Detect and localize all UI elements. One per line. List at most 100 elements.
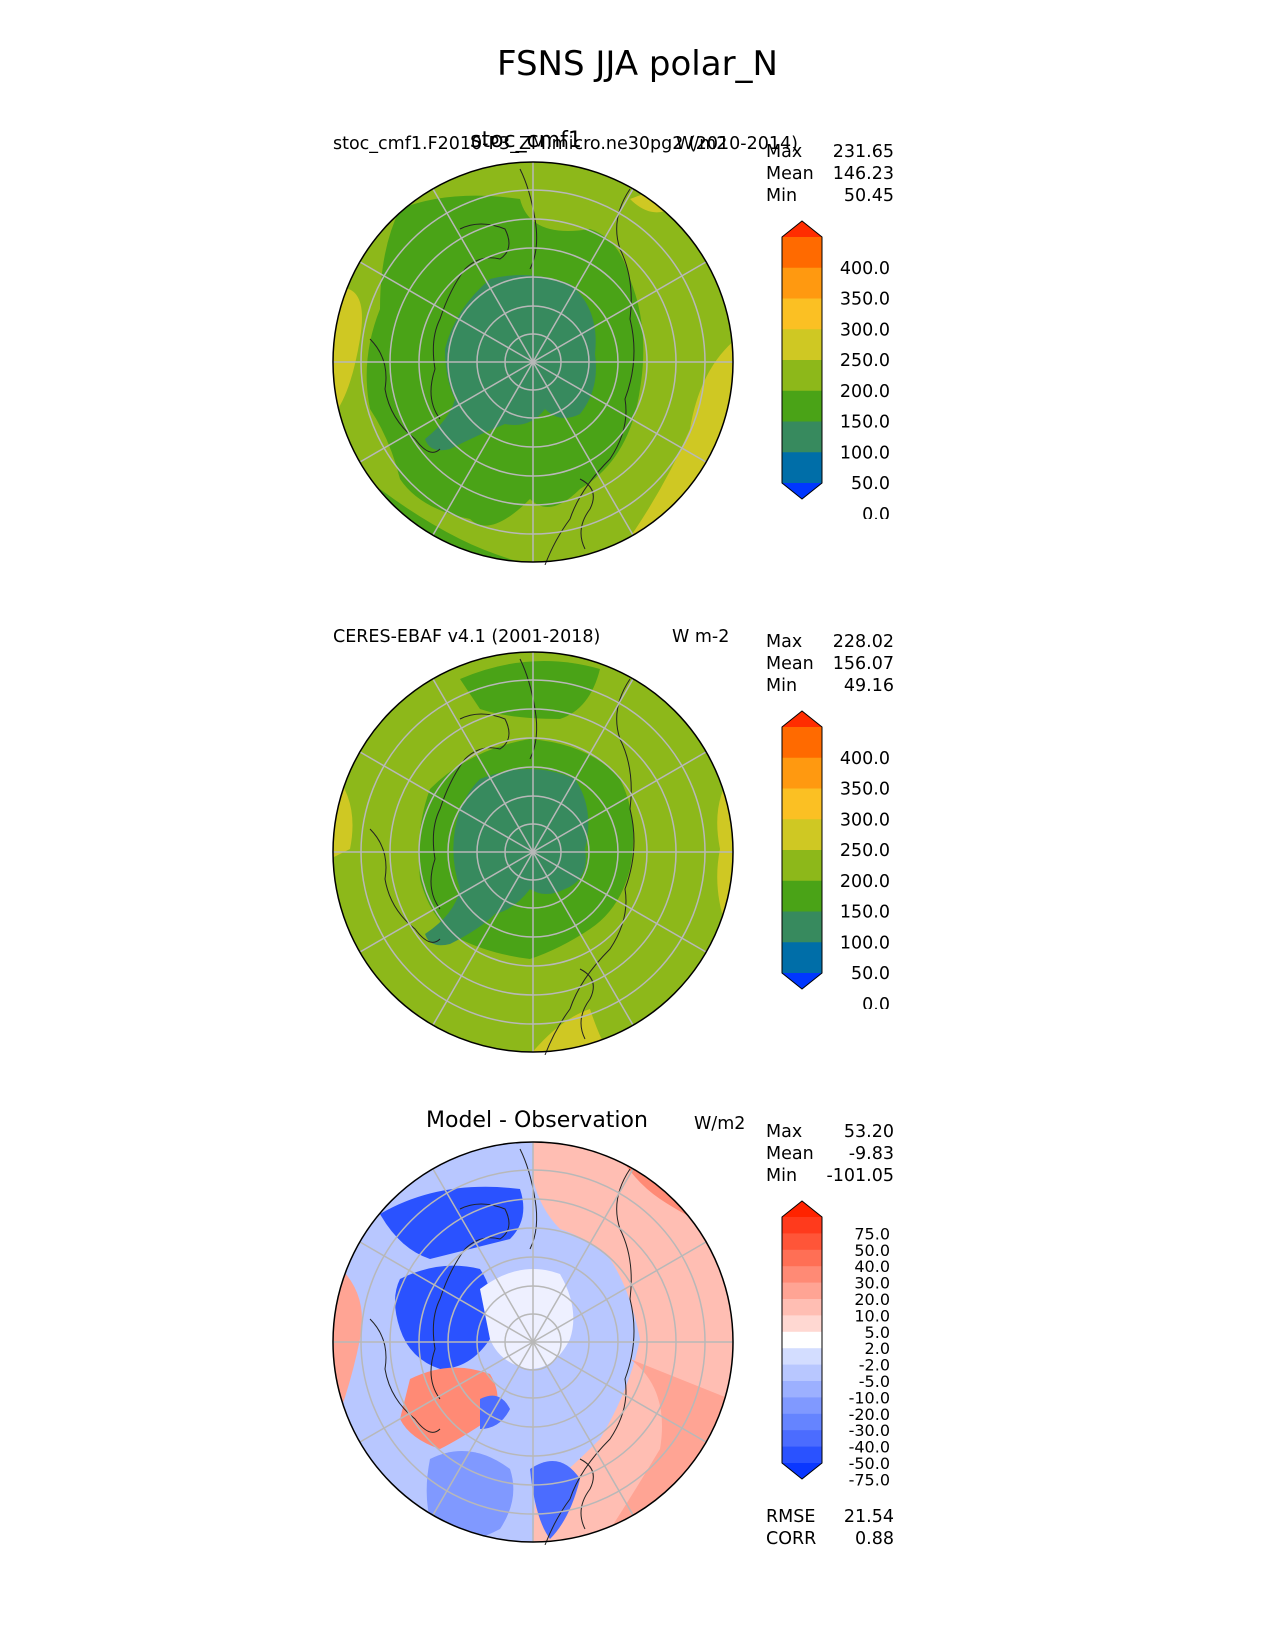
colorbar-bin: [782, 727, 822, 759]
colorbar-tick-label: 20.0: [854, 1290, 890, 1309]
colorbar-tick-label: 0.0: [862, 995, 890, 1009]
colorbar-bin: [782, 911, 822, 943]
panel3-colorbar: 75.050.040.030.020.010.05.02.0-2.0-5.0-1…: [781, 1200, 890, 1489]
colorbar-tick-label: 250.0: [840, 351, 890, 371]
colorbar-tick-label: 150.0: [840, 413, 890, 433]
colorbar-bin: [782, 421, 822, 453]
colorbar-tick-label: 50.0: [854, 1241, 890, 1260]
stat-label: Min: [766, 186, 798, 206]
colorbar-extend-min: [782, 483, 822, 499]
colorbar-bin: [782, 1315, 822, 1333]
colorbar-bin: [782, 1233, 822, 1251]
colorbar-bin: [782, 1381, 822, 1398]
stat-label: Min: [766, 1166, 798, 1186]
panel1-polar-map: [332, 161, 734, 565]
field-region: [460, 661, 600, 719]
colorbar-outline: [781, 220, 823, 500]
colorbar-bin: [782, 850, 822, 882]
colorbar-bin: [782, 1364, 822, 1382]
panel2-units: W m-2: [672, 627, 730, 647]
colorbar-tick-label: 100.0: [840, 443, 890, 463]
stat-value: 146.23: [832, 164, 894, 184]
colorbar-tick-label: 10.0: [854, 1306, 890, 1325]
colorbar-bin: [782, 329, 822, 361]
colorbar-tick-label: 300.0: [840, 320, 890, 340]
panel1-left-label: stoc_cmf1.F2010-P3_ZM.micro.ne30pg2 (201…: [333, 134, 798, 154]
colorbar-tick-label: 30.0: [854, 1274, 890, 1293]
colorbar-tick-label: -5.0: [859, 1372, 890, 1391]
colorbar-extend-max: [782, 221, 822, 237]
metric-label: CORR: [766, 1529, 817, 1549]
stat-label: Mean: [766, 654, 814, 674]
stat-label: Max: [766, 142, 803, 162]
colorbar-bin: [782, 452, 822, 484]
colorbar-bin: [782, 1217, 822, 1234]
colorbar-tick-label: 40.0: [854, 1257, 890, 1276]
colorbar-bin: [782, 1299, 822, 1316]
stat-label: Max: [766, 1122, 803, 1142]
stat-value: 50.45: [843, 186, 894, 206]
colorbar-bin: [782, 267, 822, 299]
panel1-colorbar: 400.0 350.0 300.0 250.0 200.0 150.0 100.0 50.0 0…: [781, 220, 890, 519]
colorbar-bin: [782, 298, 822, 330]
figure-title: FSNS JJA polar_N: [497, 44, 778, 84]
map-boundary: [332, 161, 734, 563]
colorbar-tick-label: 50.0: [851, 474, 890, 494]
panel3-metrics: RMSE 21.54 CORR 0.88: [766, 1506, 894, 1550]
panel1-center-title: stoc_cmf1: [470, 128, 582, 153]
colorbar-bin: [782, 1282, 822, 1300]
stat-label: Mean: [766, 1144, 814, 1164]
colorbar-tick-label: 350.0: [840, 290, 890, 310]
panel3-stats: Max 53.20 Mean -9.83 Min -101.05: [766, 1121, 894, 1187]
colorbar-bin: [782, 1397, 822, 1415]
colorbar-tick-label: 200.0: [840, 382, 890, 402]
colorbar-tick-label: 300.0: [840, 810, 890, 830]
colorbar-tick-label: 5.0: [865, 1323, 890, 1342]
colorbar-tick-label: -75.0: [849, 1470, 890, 1489]
colorbar-tick-label: -40.0: [849, 1438, 890, 1457]
stat-value: 156.07: [832, 654, 894, 674]
colorbar-outline: [781, 710, 823, 990]
colorbar-extend-max: [782, 1201, 822, 1217]
panel1-units: W/m2: [676, 134, 728, 154]
colorbar-tick-label: 400.0: [840, 749, 890, 769]
stat-value: 49.16: [843, 676, 894, 696]
colorbar-tick-label: 200.0: [840, 872, 890, 892]
colorbar-extend-max: [782, 711, 822, 727]
metric-value: 21.54: [843, 1507, 894, 1527]
panel2-stats: Max 228.02 Mean 156.07 Min 49.16: [766, 631, 894, 697]
map-boundary: [332, 651, 734, 1053]
graticule: [333, 162, 733, 562]
stat-label: Mean: [766, 164, 814, 184]
map-boundary: [332, 1141, 734, 1543]
colorbar-bin: [782, 942, 822, 974]
colorbar-tick-label: -10.0: [849, 1388, 890, 1407]
panel2-colorbar: 400.0 350.0 300.0 250.0 200.0 150.0 100.0 50.0 0…: [781, 710, 890, 1009]
colorbar-bin: [782, 1331, 822, 1349]
graticule: [333, 652, 733, 1052]
colorbar-bin: [782, 1266, 822, 1284]
stat-value: 53.20: [843, 1122, 894, 1142]
stat-label: Min: [766, 676, 798, 696]
stat-value: -101.05: [826, 1166, 894, 1186]
colorbar-bin: [782, 1413, 822, 1431]
colorbar-tick-label: 0.0: [862, 505, 890, 519]
colorbar-bin: [782, 360, 822, 392]
stat-value: 231.65: [832, 142, 894, 162]
colorbar-tick-label: -2.0: [859, 1356, 890, 1375]
colorbar-bin: [782, 390, 822, 422]
colorbar-tick-label: -30.0: [849, 1421, 890, 1440]
stat-value: 228.02: [832, 632, 894, 652]
panel2-left-label: CERES-EBAF v4.1 (2001-2018): [333, 627, 601, 647]
field-region: [630, 162, 733, 213]
stat-label: Max: [766, 632, 803, 652]
colorbar-bin: [782, 819, 822, 851]
colorbar-tick-label: 250.0: [840, 841, 890, 861]
colorbar-tick-label: 75.0: [854, 1224, 890, 1243]
colorbar-bin: [782, 1348, 822, 1366]
colorbar-bin: [782, 237, 822, 269]
metric-label: RMSE: [766, 1507, 816, 1527]
colorbar-tick-label: 350.0: [840, 780, 890, 800]
colorbar-bin: [782, 1249, 822, 1267]
panel1-stats: Max 231.65 Mean 146.23 Min 50.45: [766, 141, 894, 207]
